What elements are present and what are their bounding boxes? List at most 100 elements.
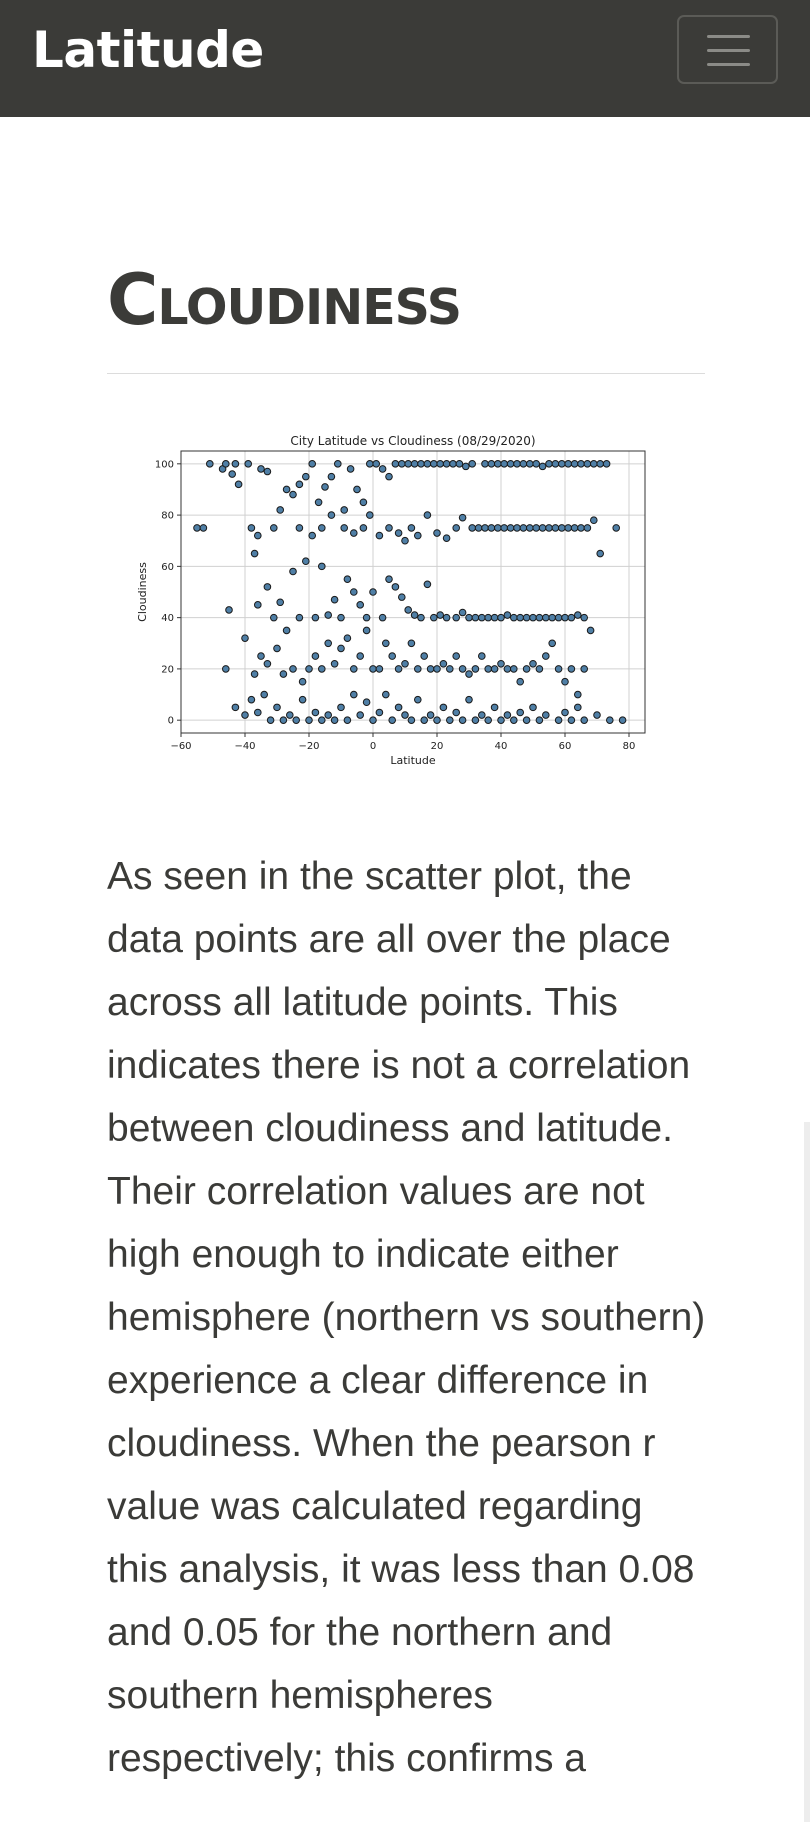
data-point (516, 677, 525, 686)
data-point (522, 613, 531, 622)
data-point (318, 524, 326, 532)
data-point (225, 606, 233, 614)
data-point (385, 575, 393, 583)
data-point (586, 626, 595, 635)
data-point (452, 708, 461, 717)
data-point (318, 716, 326, 724)
data-point (308, 531, 316, 540)
data-point (282, 626, 291, 635)
data-point (273, 703, 281, 712)
data-point (270, 524, 278, 532)
y-tick-label: 40 (161, 613, 174, 624)
data-point (279, 716, 288, 724)
data-point (369, 665, 377, 673)
data-point (324, 711, 332, 719)
data-point (439, 703, 448, 712)
data-point (561, 677, 569, 686)
data-point (260, 690, 268, 699)
x-tick-label: −20 (298, 741, 319, 752)
data-point (452, 652, 461, 660)
data-point (247, 695, 256, 704)
data-point (369, 588, 377, 596)
data-point (458, 716, 467, 724)
data-point (199, 524, 208, 532)
data-point (250, 549, 259, 558)
data-point (583, 460, 592, 468)
data-point (545, 460, 553, 468)
data-point (302, 557, 310, 566)
data-point (362, 698, 371, 707)
data-point (410, 611, 419, 619)
data-point (458, 665, 467, 673)
data-point (554, 716, 563, 724)
data-point (564, 460, 573, 468)
data-point (503, 665, 512, 673)
y-axis-label: Cloudiness (136, 562, 149, 622)
data-point (350, 588, 358, 596)
x-axis-ticks: −60 −40 −20 0 20 40 60 80 (170, 733, 635, 752)
data-point (574, 703, 582, 712)
data-point (362, 626, 371, 635)
data-point (401, 536, 409, 545)
data-point (343, 575, 352, 583)
data-point (452, 613, 461, 622)
data-point (369, 716, 377, 724)
data-point (510, 716, 518, 724)
data-point (455, 460, 464, 468)
brand-link[interactable]: Latitude (32, 21, 264, 79)
data-point (343, 716, 352, 724)
data-point (346, 465, 355, 473)
data-point (244, 460, 252, 468)
scrollbar[interactable] (804, 1122, 810, 1822)
data-point (375, 665, 384, 673)
data-point (391, 583, 400, 591)
data-point (500, 524, 509, 532)
data-point (529, 613, 537, 622)
x-tick-label: −40 (234, 741, 255, 752)
data-point (465, 613, 473, 622)
data-point (375, 531, 384, 540)
data-point (254, 601, 262, 609)
data-point (276, 506, 284, 514)
data-point (279, 670, 288, 678)
data-point (340, 506, 348, 514)
data-point (298, 695, 307, 704)
x-tick-label: −60 (170, 741, 191, 752)
y-tick-label: 0 (168, 716, 174, 727)
data-point (266, 716, 275, 724)
data-point (490, 703, 499, 712)
data-point (222, 665, 230, 673)
x-tick-label: 60 (559, 741, 572, 752)
data-point (612, 524, 621, 532)
data-point (426, 665, 435, 673)
data-point (420, 716, 429, 724)
data-point (366, 460, 374, 468)
data-point (551, 524, 560, 532)
data-point (382, 639, 390, 648)
data-point (558, 460, 566, 468)
data-point (263, 659, 272, 668)
data-point (359, 498, 368, 507)
data-point (567, 716, 576, 724)
data-point (513, 460, 521, 468)
data-point (471, 613, 480, 622)
data-point (404, 460, 413, 468)
data-point (577, 524, 585, 532)
data-point (577, 460, 585, 468)
data-point (356, 601, 364, 609)
data-point (292, 716, 300, 724)
data-point (554, 613, 563, 622)
data-point (433, 716, 441, 724)
data-point (471, 716, 480, 724)
data-point (551, 460, 560, 468)
menu-toggle-button[interactable] (677, 15, 778, 84)
data-point (378, 465, 387, 473)
data-point (327, 511, 336, 519)
data-point (366, 511, 374, 519)
data-point (484, 665, 493, 673)
data-point (606, 716, 614, 724)
data-point (567, 665, 576, 673)
data-point (494, 524, 502, 532)
data-point (580, 716, 589, 724)
cloudiness-scatter-chart: City Latitude vs Cloudiness (08/29/2020)… (136, 434, 646, 767)
